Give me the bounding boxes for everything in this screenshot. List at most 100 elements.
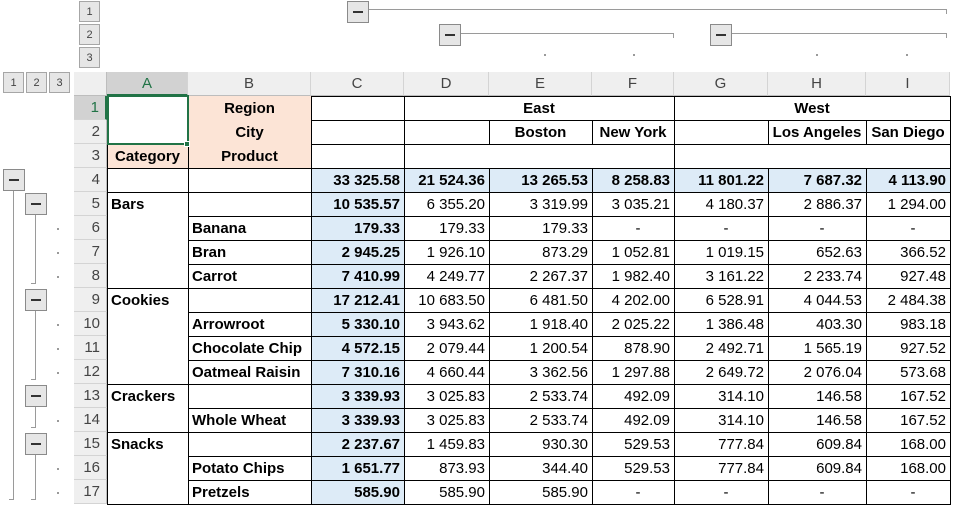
grid-line-v — [866, 120, 867, 145]
outline-col-level-3-button[interactable]: 3 — [79, 47, 100, 68]
value-cell: 2 237.67 — [341, 435, 400, 453]
select-all-corner[interactable] — [74, 72, 107, 96]
row-header-17[interactable]: 17 — [74, 480, 107, 504]
value-cell: 4 572.15 — [341, 339, 400, 357]
city-label: City — [235, 123, 264, 141]
row-header-8[interactable]: 8 — [74, 264, 107, 288]
value-cell: 873.93 — [439, 459, 485, 477]
outline-col-level-2-button[interactable]: 2 — [79, 24, 100, 45]
value-cell: 10 535.57 — [333, 195, 400, 213]
row-header-1[interactable]: 1 — [74, 96, 107, 120]
grid-line-v — [489, 168, 490, 505]
value-cell: 777.84 — [718, 435, 764, 453]
grid-line-h — [107, 192, 951, 193]
value-cell: 17 212.41 — [333, 291, 400, 309]
grid-line-v — [404, 96, 405, 505]
collapse-rows-bars-button[interactable] — [25, 193, 47, 215]
outline-row-detail-dot — [57, 468, 59, 470]
region-west: West — [794, 99, 830, 117]
outline-row-level-2-button[interactable]: 2 — [26, 72, 47, 93]
product-cell: Pretzels — [192, 483, 250, 501]
value-cell: 1 926.10 — [426, 243, 485, 261]
value-cell: 167.52 — [900, 411, 946, 429]
value-cell: 167.52 — [900, 387, 946, 405]
outline-row-level-1-button[interactable]: 1 — [3, 72, 24, 93]
value-cell: 529.53 — [624, 435, 670, 453]
fill-handle[interactable] — [184, 141, 190, 147]
row-header-5[interactable]: 5 — [74, 192, 107, 216]
outline-row-bar-cookies-end — [31, 379, 36, 380]
row-header-3[interactable]: 3 — [74, 144, 107, 168]
value-cell: 6 355.20 — [426, 195, 485, 213]
outline-row-bar-snacks — [35, 455, 36, 499]
row-header-13[interactable]: 13 — [74, 384, 107, 408]
collapse-columns-east-button[interactable] — [439, 24, 461, 46]
collapse-columns-west-button[interactable] — [710, 24, 732, 46]
collapse-columns-level1-button[interactable] — [347, 1, 369, 23]
value-cell: - — [723, 483, 729, 501]
product-cell: Chocolate Chip — [192, 339, 303, 357]
column-header-e[interactable]: E — [489, 72, 592, 96]
column-header-g[interactable]: G — [674, 72, 768, 96]
column-header-a[interactable]: A — [107, 72, 188, 96]
value-cell: 168.00 — [900, 435, 946, 453]
outline-row-detail-dot — [57, 420, 59, 422]
grid-line-v — [592, 168, 593, 505]
value-cell: 4 202.00 — [611, 291, 670, 309]
category-cell: Snacks — [111, 435, 164, 453]
value-cell: 585.90 — [542, 483, 588, 501]
outline-row-detail-dot — [57, 348, 59, 350]
outline-row-detail-dot — [57, 324, 59, 326]
outline-col-detail-dot — [544, 54, 546, 56]
outline-col-bar-west-end — [946, 33, 947, 38]
collapse-rows-snacks-button[interactable] — [25, 433, 47, 455]
row-header-7[interactable]: 7 — [74, 240, 107, 264]
grid-line-v — [768, 120, 769, 145]
value-cell: - — [910, 219, 916, 237]
value-cell: 1 982.40 — [611, 267, 670, 285]
value-cell: 873.29 — [542, 243, 588, 261]
row-header-9[interactable]: 9 — [74, 288, 107, 312]
grid-line-v — [592, 120, 593, 145]
row-header-16[interactable]: 16 — [74, 456, 107, 480]
grand-total-cell: 4 113.90 — [888, 171, 946, 189]
row-header-2[interactable]: 2 — [74, 120, 107, 144]
region-label: Region — [224, 99, 275, 117]
grand-total-cell: 13 265.53 — [521, 171, 588, 189]
selected-cell-a1[interactable] — [107, 95, 189, 145]
column-header-b[interactable]: B — [188, 72, 311, 96]
grid-line-v — [674, 96, 675, 505]
row-header-4[interactable]: 4 — [74, 168, 107, 192]
column-header-f[interactable]: F — [592, 72, 674, 96]
value-cell: 529.53 — [624, 459, 670, 477]
value-cell: 2 484.38 — [887, 291, 946, 309]
column-header-h[interactable]: H — [768, 72, 866, 96]
outline-row-detail-dot — [57, 492, 59, 494]
grid-line-v — [489, 120, 490, 145]
outline-row-level-3-button[interactable]: 3 — [49, 72, 70, 93]
collapse-rows-cookies-button[interactable] — [25, 289, 47, 311]
collapse-rows-level1-button[interactable] — [3, 169, 25, 191]
collapse-rows-crackers-button[interactable] — [25, 385, 47, 407]
category-cell: Bars — [111, 195, 145, 213]
value-cell: 878.90 — [624, 339, 670, 357]
value-cell: 4 660.44 — [426, 363, 485, 381]
row-header-10[interactable]: 10 — [74, 312, 107, 336]
column-header-c[interactable]: C — [311, 72, 404, 96]
value-cell: 1 459.83 — [426, 435, 485, 453]
value-cell: 2 945.25 — [341, 243, 400, 261]
grand-total-cell: 33 325.58 — [333, 171, 400, 189]
row-header-14[interactable]: 14 — [74, 408, 107, 432]
row-header-6[interactable]: 6 — [74, 216, 107, 240]
row-header-12[interactable]: 12 — [74, 360, 107, 384]
column-header-d[interactable]: D — [404, 72, 489, 96]
row-header-15[interactable]: 15 — [74, 432, 107, 456]
grid-line-h — [107, 432, 951, 433]
product-cell: Banana — [192, 219, 247, 237]
value-cell: 146.58 — [816, 411, 862, 429]
row-header-11[interactable]: 11 — [74, 336, 107, 360]
grid-line-h — [188, 312, 951, 313]
outline-col-level-1-button[interactable]: 1 — [79, 1, 100, 22]
column-header-i[interactable]: I — [866, 72, 950, 96]
product-cell: Carrot — [192, 267, 238, 285]
